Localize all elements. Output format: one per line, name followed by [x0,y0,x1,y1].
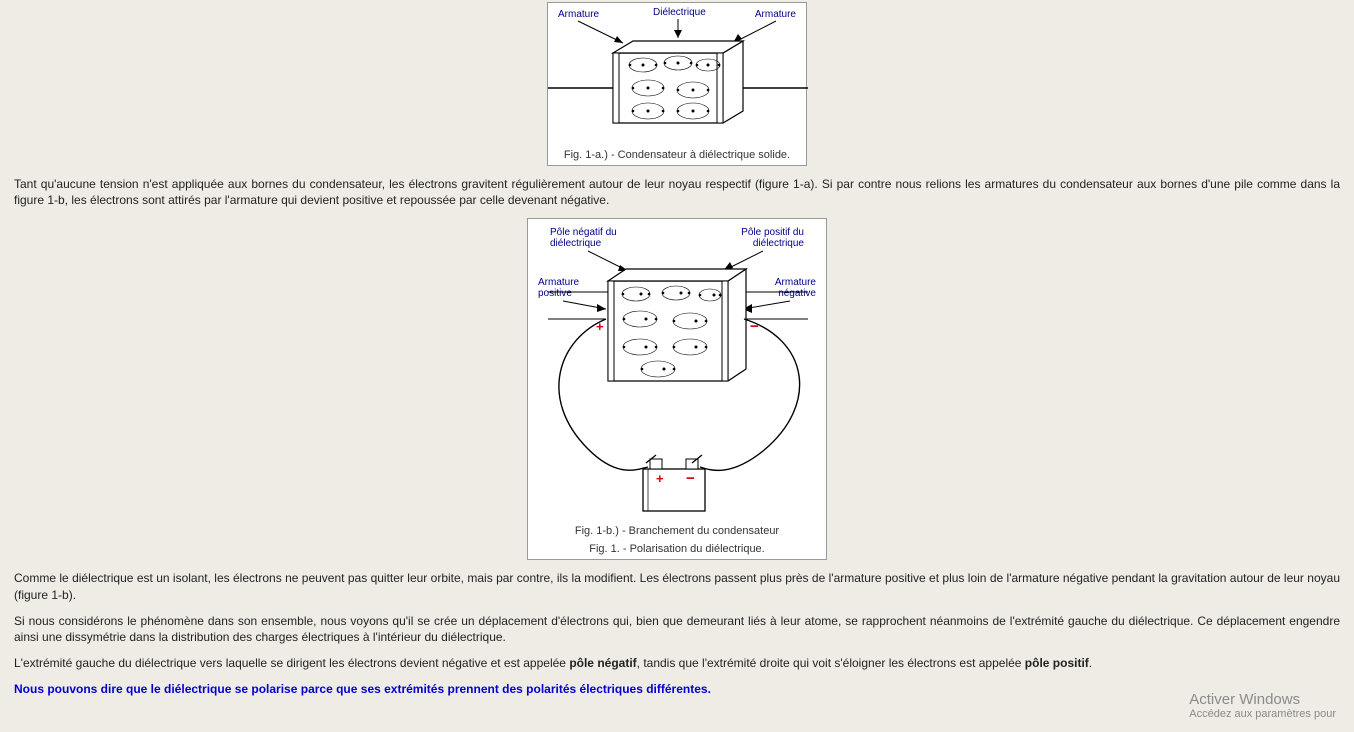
para4-text-post: . [1089,656,1092,670]
para4-bold-pole-positif: pôle positif [1025,656,1089,670]
figure-1b: Pôle négatif du diélectrique Pôle positi… [527,218,827,560]
capacitor-battery-diagram-icon: + − [528,219,828,519]
paragraph-5-highlight: Nous pouvons dire que le diélectrique se… [14,681,1340,697]
capacitor-diagram-icon [548,3,808,143]
figure-1a-caption: Fig. 1-a.) - Condensateur à diélectrique… [548,143,806,165]
document-page: Armature Diélectrique Armature [0,0,1354,718]
figure-1b-caption-1: Fig. 1-b.) - Branchement du condensateur [528,519,826,541]
paragraph-2: Comme le diélectrique est un isolant, le… [14,570,1340,602]
paragraph-3: Si nous considérons le phénomène dans so… [14,613,1340,645]
figure-1a: Armature Diélectrique Armature [547,2,807,166]
svg-text:+: + [656,471,664,486]
paragraph-1: Tant qu'aucune tension n'est appliquée a… [14,176,1340,208]
figure-1b-caption-2: Fig. 1. - Polarisation du diélectrique. [528,541,826,559]
para4-text-mid: , tandis que l'extrémité droite qui voit… [637,656,1025,670]
para4-text-pre: L'extrémité gauche du diélectrique vers … [14,656,569,670]
svg-text:−: − [686,470,695,487]
paragraph-4: L'extrémité gauche du diélectrique vers … [14,655,1340,671]
svg-text:−: − [750,318,759,335]
para4-bold-pole-negatif: pôle négatif [569,656,636,670]
